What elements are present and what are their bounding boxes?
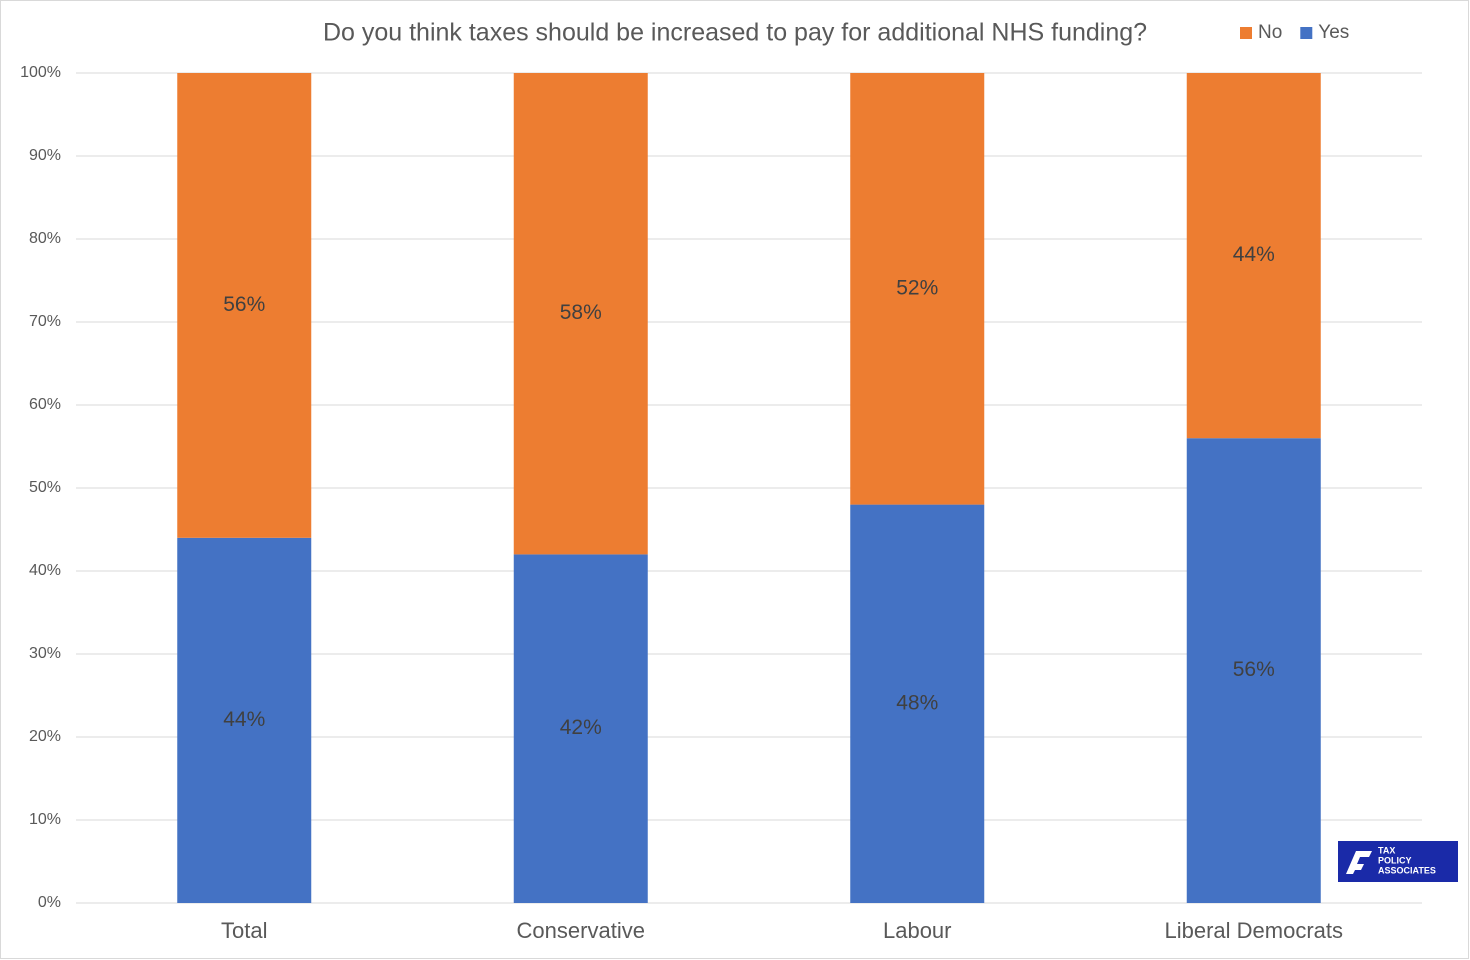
legend-swatch <box>1300 27 1313 39</box>
logo-text: TAX <box>1378 845 1395 855</box>
legend-label: No <box>1258 22 1282 43</box>
data-label: 58% <box>560 301 602 324</box>
x-tick-label: Conservative <box>517 918 645 943</box>
y-tick-label: 90% <box>29 147 61 164</box>
data-label: 48% <box>896 691 938 714</box>
x-tick-label: Labour <box>883 918 952 943</box>
bar-segment <box>850 73 985 505</box>
x-tick-label: Total <box>221 918 267 943</box>
y-tick-label: 70% <box>29 313 61 330</box>
y-tick-label: 60% <box>29 396 61 413</box>
logo-text: POLICY <box>1378 855 1412 865</box>
chart-title: Do you think taxes should be increased t… <box>323 19 1147 47</box>
legend-label: Yes <box>1318 22 1349 43</box>
data-label: 56% <box>1233 658 1275 681</box>
bar-segment <box>513 554 648 903</box>
logo <box>1338 841 1458 882</box>
bar-segment <box>850 504 985 903</box>
bar-segment <box>513 73 648 555</box>
y-tick-label: 100% <box>20 64 61 81</box>
data-label: 52% <box>896 276 938 299</box>
logo-icon <box>1346 851 1372 874</box>
y-tick-label: 50% <box>29 479 61 496</box>
logo-text: ASSOCIATES <box>1378 865 1436 875</box>
y-tick-label: 10% <box>29 811 61 828</box>
bar-segment <box>177 537 312 903</box>
y-tick-label: 80% <box>29 230 61 247</box>
y-tick-label: 30% <box>29 645 61 662</box>
x-tick-label: Liberal Democrats <box>1164 918 1343 943</box>
bar-segment <box>1186 73 1321 439</box>
legend-swatch <box>1240 27 1252 39</box>
data-label: 56% <box>223 293 265 316</box>
data-label: 42% <box>560 716 602 739</box>
data-label: 44% <box>223 708 265 731</box>
y-tick-label: 40% <box>29 562 61 579</box>
bar-segment <box>177 73 312 538</box>
bar-segment <box>1186 438 1321 903</box>
y-tick-label: 20% <box>29 728 61 745</box>
y-tick-label: 0% <box>38 894 61 911</box>
data-label: 44% <box>1233 243 1275 266</box>
